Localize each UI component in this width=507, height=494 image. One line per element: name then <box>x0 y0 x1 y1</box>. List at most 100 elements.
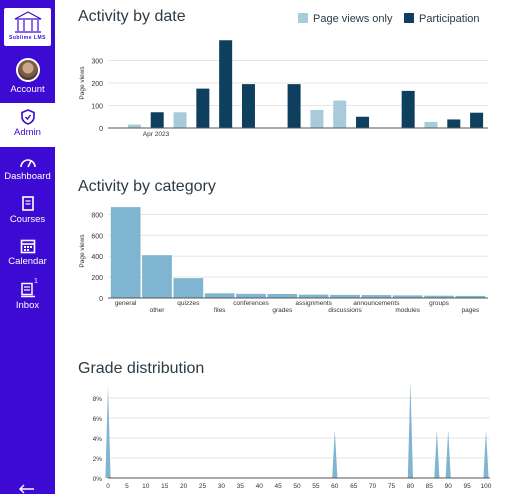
logo-icon <box>14 11 42 33</box>
x-tick-label: 5 <box>125 483 129 490</box>
bar <box>236 293 266 298</box>
bar <box>298 294 329 298</box>
bar <box>204 293 235 298</box>
grade-distribution-chart: 0% 2% 4% 6% 8% 0 5 10 15 20 25 30 35 40 45 50 55 60 65 70 75… <box>93 384 492 490</box>
x-tick-label: 75 <box>388 483 396 490</box>
x-tick-label: 15 <box>161 483 169 490</box>
bar <box>196 88 210 128</box>
bar <box>110 207 141 298</box>
bar <box>401 90 415 128</box>
bar <box>424 121 438 128</box>
x-tick-label: Apr 2023 <box>143 131 170 138</box>
x-tick-label: 85 <box>426 483 434 490</box>
logo[interactable]: Sublime LMS <box>4 8 51 46</box>
x-tick-label: groups <box>429 300 450 307</box>
bar <box>173 278 204 298</box>
bar <box>470 112 484 128</box>
bar <box>267 294 298 298</box>
x-tick-label: assignments <box>295 300 332 307</box>
nav-item-dashboard[interactable]: Dashboard <box>0 155 55 182</box>
chart-title-activity-by-category: Activity by category <box>78 178 216 195</box>
nav-item-inbox[interactable]: 1 Inbox <box>0 278 55 311</box>
x-tick-label: 80 <box>407 483 415 490</box>
bar <box>333 100 347 128</box>
y-tick-label: 6% <box>93 416 103 423</box>
y-axis-label: Page views <box>79 66 86 100</box>
bar <box>392 295 423 298</box>
x-tick-label: quizzes <box>177 300 200 307</box>
bar <box>310 110 324 128</box>
bar <box>361 295 392 298</box>
book-icon <box>21 196 34 211</box>
global-nav: Sublime LMS Account Admin Dashboard Cour… <box>0 0 55 494</box>
x-tick-label: 100 <box>481 483 492 490</box>
x-tick-label: 70 <box>369 483 377 490</box>
x-tick-label: general <box>115 300 137 307</box>
dashboard-icon <box>19 159 36 168</box>
x-tick-label: other <box>150 307 166 314</box>
y-tick-label: 0 <box>99 296 103 303</box>
nav-item-label: Admin <box>14 127 41 138</box>
nav-item-admin[interactable]: Admin <box>0 103 55 147</box>
bar <box>424 295 454 298</box>
distribution-peak <box>407 384 413 478</box>
y-tick-label: 400 <box>91 254 103 261</box>
nav-item-label: Account <box>10 84 45 95</box>
nav-item-label: Courses <box>9 214 46 225</box>
legend-swatch <box>298 13 308 23</box>
x-tick-label: 30 <box>218 483 226 490</box>
legend-label: Page views only <box>313 13 393 25</box>
nav-item-label: Inbox <box>15 300 40 311</box>
x-tick-label: 55 <box>312 483 320 490</box>
collapse-nav-icon[interactable] <box>18 484 36 494</box>
x-tick-label: 0 <box>106 483 110 490</box>
x-tick-label: pages <box>461 307 479 314</box>
x-tick-label: 20 <box>180 483 188 490</box>
nav-item-calendar[interactable]: Calendar <box>0 238 55 267</box>
legend-page-views[interactable]: Page views only <box>298 13 393 25</box>
y-tick-label: 8% <box>93 396 103 403</box>
distribution-peak <box>434 430 440 478</box>
nav-item-account[interactable]: Account <box>0 58 55 95</box>
x-tick-label: 65 <box>350 483 358 490</box>
bar <box>173 112 187 128</box>
bar <box>330 294 360 298</box>
shield-icon <box>20 109 35 125</box>
y-tick-label: 200 <box>91 81 103 88</box>
x-tick-label: files <box>214 307 226 314</box>
x-tick-label: grades <box>272 307 293 314</box>
y-tick-label: 100 <box>91 104 103 111</box>
activity-by-category-chart: 0 200 400 600 800 Page views general other quizz… <box>79 207 488 314</box>
x-tick-label: 95 <box>463 483 471 490</box>
legend-participation[interactable]: Participation <box>404 13 480 25</box>
bar <box>455 295 486 298</box>
nav-item-courses[interactable]: Courses <box>0 196 55 225</box>
x-tick-label: discussions <box>328 307 362 314</box>
bar <box>150 112 164 128</box>
avatar <box>15 58 40 82</box>
y-tick-label: 300 <box>91 59 103 66</box>
bar <box>356 116 370 128</box>
y-tick-label: 4% <box>93 436 103 443</box>
x-tick-label: announcements <box>353 300 400 307</box>
y-tick-label: 0 <box>99 126 103 133</box>
inbox-icon <box>20 282 35 298</box>
inbox-badge: 1 <box>34 278 38 285</box>
chart-title-activity-by-date: Activity by date <box>78 8 186 25</box>
x-tick-label: 35 <box>237 483 245 490</box>
y-tick-label: 800 <box>91 212 103 219</box>
x-tick-label: conferences <box>233 300 269 307</box>
activity-by-date-chart: 0 100 200 300 Page views Apr 2023 <box>79 40 488 138</box>
logo-text: Sublime LMS <box>9 35 46 41</box>
x-tick-label: 45 <box>274 483 282 490</box>
nav-item-label: Dashboard <box>4 171 51 182</box>
bar <box>287 84 301 128</box>
distribution-peak <box>332 430 338 478</box>
bar <box>127 124 141 128</box>
distribution-peak <box>483 430 489 478</box>
x-tick-label: modules <box>395 307 420 314</box>
x-tick-label: 50 <box>293 483 301 490</box>
distribution-peak <box>105 386 111 478</box>
y-tick-label: 2% <box>93 456 103 463</box>
legend-label: Participation <box>419 13 480 25</box>
